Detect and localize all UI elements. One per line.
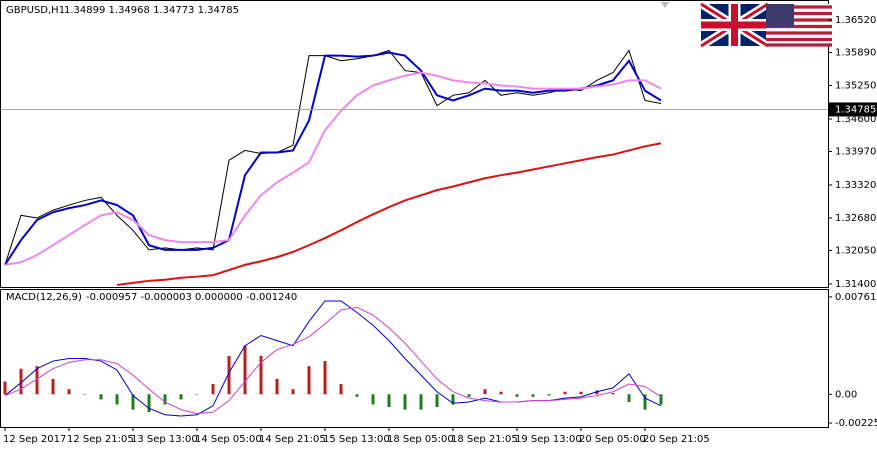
y-tick-label: 1.35250 bbox=[835, 81, 876, 92]
histogram-bar bbox=[579, 391, 583, 395]
y-tick-label: 1.36520 bbox=[835, 15, 876, 26]
macd-values: -0.000957 -0.000003 0.000000 -0.001240 bbox=[86, 292, 297, 303]
histogram-bar bbox=[307, 366, 311, 395]
histogram-bar bbox=[515, 394, 519, 397]
y-tick-label: -0.002252 bbox=[835, 418, 877, 429]
x-tick-label: 18 Sep 21:05 bbox=[451, 434, 518, 445]
macd-panel bbox=[0, 289, 829, 428]
histogram-bar bbox=[435, 394, 439, 408]
x-tick-label: 13 Sep 13:00 bbox=[131, 434, 198, 445]
histogram-bar bbox=[595, 390, 599, 395]
histogram-bar bbox=[195, 394, 199, 395]
y-tick-label: 1.35890 bbox=[835, 48, 876, 59]
y-tick-label: 1.32680 bbox=[835, 213, 876, 224]
y-tick-label: 0.007619 bbox=[835, 292, 877, 303]
histogram-bar bbox=[323, 361, 327, 395]
histogram-bar bbox=[339, 384, 343, 395]
histogram-bar bbox=[643, 394, 647, 410]
x-tick-label: 14 Sep 05:00 bbox=[195, 434, 262, 445]
histogram-bar bbox=[627, 394, 631, 402]
histogram-bar bbox=[483, 389, 487, 395]
histogram-bar bbox=[547, 394, 551, 396]
histogram-bar bbox=[467, 394, 471, 397]
histogram-bar bbox=[371, 394, 375, 405]
histogram-bar bbox=[35, 366, 39, 395]
histogram-bar bbox=[19, 368, 23, 395]
histogram-bar bbox=[243, 345, 247, 395]
histogram-bar bbox=[67, 389, 71, 395]
histogram-bar bbox=[387, 394, 391, 408]
x-tick-label: 20 Sep 05:00 bbox=[579, 434, 646, 445]
x-tick-label: 15 Sep 13:00 bbox=[323, 434, 390, 445]
histogram-bar bbox=[115, 394, 119, 405]
shift-marker bbox=[661, 2, 669, 8]
x-tick-label: 19 Sep 13:00 bbox=[515, 434, 582, 445]
y-tick-label: 1.34600 bbox=[835, 114, 876, 125]
histogram-bar bbox=[179, 394, 183, 400]
x-tick-label: 12 Sep 21:05 bbox=[67, 434, 134, 445]
x-tick-label: 20 Sep 21:05 bbox=[643, 434, 710, 445]
last-price-label: 1.34785 bbox=[835, 104, 876, 115]
histogram-bar bbox=[563, 391, 567, 395]
histogram-bar bbox=[259, 355, 263, 395]
histogram-bar bbox=[403, 394, 407, 410]
histogram-bar bbox=[659, 394, 663, 405]
y-tick-label: 1.31400 bbox=[835, 279, 876, 290]
histogram-bar bbox=[51, 378, 55, 395]
ohlc-text: 1.34899 1.34968 1.34773 1.34785 bbox=[64, 5, 239, 16]
y-tick-label: 1.33320 bbox=[835, 180, 876, 191]
x-tick-label: 14 Sep 21:05 bbox=[259, 434, 326, 445]
histogram-bar bbox=[611, 393, 615, 395]
histogram-bar bbox=[531, 394, 535, 397]
histogram-bar bbox=[3, 381, 7, 395]
histogram-bar bbox=[275, 378, 279, 395]
histogram-bar bbox=[499, 391, 503, 395]
histogram-bar bbox=[227, 355, 231, 395]
x-tick-label: 12 Sep 2017 bbox=[3, 434, 66, 445]
histogram-bar bbox=[83, 394, 87, 395]
histogram-bar bbox=[147, 394, 151, 413]
histogram-bar bbox=[419, 394, 423, 410]
x-tick-label: 18 Sep 05:00 bbox=[387, 434, 454, 445]
y-tick-label: 0.00 bbox=[835, 389, 857, 400]
histogram-bar bbox=[291, 389, 295, 395]
symbol-title: GBPUSD,H1 bbox=[6, 5, 65, 16]
price-line bbox=[4, 51, 662, 266]
uk-flag bbox=[698, 0, 771, 50]
histogram-bar bbox=[99, 394, 103, 400]
histogram-bar bbox=[211, 384, 215, 395]
histogram-bar bbox=[131, 394, 135, 410]
y-tick-label: 1.32050 bbox=[835, 245, 876, 256]
price-line bbox=[116, 142, 662, 286]
y-tick-label: 1.33970 bbox=[835, 146, 876, 157]
us-flag bbox=[766, 4, 832, 47]
histogram-bar bbox=[355, 394, 359, 397]
last-price-box bbox=[829, 102, 877, 117]
macd-line bbox=[4, 306, 662, 414]
histogram-bar bbox=[163, 394, 167, 405]
price-panel bbox=[0, 0, 829, 288]
histogram-bar bbox=[451, 394, 455, 405]
price-line bbox=[4, 71, 662, 266]
macd-title: MACD(12,26,9) bbox=[6, 292, 82, 303]
